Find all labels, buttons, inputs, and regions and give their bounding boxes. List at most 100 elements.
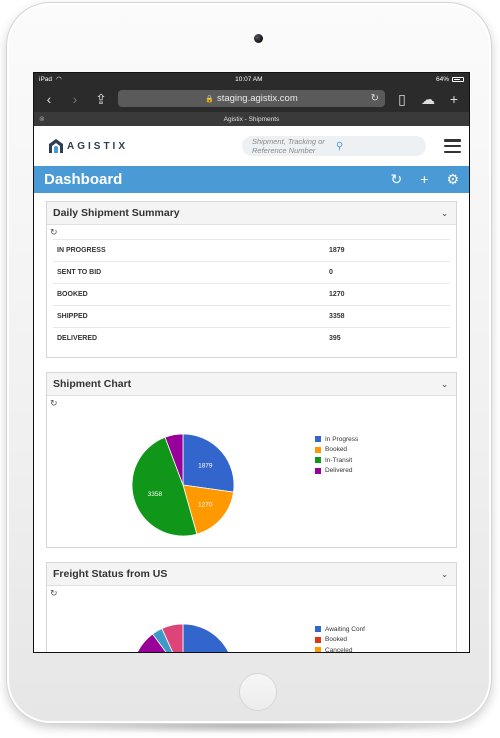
legend-swatch [315, 636, 321, 643]
row-value: 395 [329, 335, 341, 342]
search-input[interactable]: Shipment, Tracking or Reference Number ⚲ [242, 136, 426, 156]
pie-data-label: 1879 [198, 463, 213, 470]
legend-label: Awaiting Conf [325, 625, 365, 633]
panel-title: Daily Shipment Summary [53, 207, 180, 219]
legend-swatch [315, 647, 321, 652]
app-header: AGISTIX Shipment, Tracking or Reference … [34, 126, 469, 166]
panel-header[interactable]: Freight Status from US ⌄ [47, 563, 456, 586]
device-label: iPad [39, 75, 53, 83]
battery-percent: 64% [435, 75, 449, 83]
dashboard-content: Daily Shipment Summary ⌄ ↻ IN PROGRESS 18… [34, 193, 469, 653]
legend-item[interactable]: Booked [315, 635, 365, 646]
wifi-icon: ◠ [56, 76, 62, 83]
row-label: BOOKED [57, 291, 88, 298]
browser-tab[interactable]: ⊗ Agistix - Shipments [34, 112, 469, 126]
chevron-down-icon[interactable]: ⌄ [441, 379, 448, 389]
legend-swatch [315, 626, 321, 633]
legend-label: In-Transit [325, 456, 353, 464]
row-label: IN PROGRESS [57, 247, 106, 254]
legend-label: Booked [325, 446, 348, 454]
tablet-screen: iPad ◠ 10:07 AM 64% ‹ › ⇪ 🔒 staging.agis… [33, 72, 470, 653]
url-text: staging.agistix.com [216, 93, 298, 104]
panel-header[interactable]: Shipment Chart ⌄ [47, 373, 456, 396]
cloud-icon[interactable]: ☁ [421, 90, 435, 107]
camera-icon [254, 34, 263, 43]
ios-status-bar: iPad ◠ 10:07 AM 64% [34, 73, 469, 85]
pie-slice-in-transit[interactable] [131, 436, 198, 537]
tab-title: Agistix - Shipments [223, 115, 280, 123]
refresh-icon[interactable]: ↻ [50, 398, 58, 408]
lock-icon: 🔒 [205, 95, 214, 103]
table-row: DELIVERED 395 [53, 327, 450, 349]
pie-data-label: 3358 [148, 491, 163, 498]
row-label: SENT TO BID [57, 269, 102, 276]
page-title: Dashboard [44, 171, 123, 188]
panel-header[interactable]: Daily Shipment Summary ⌄ [47, 202, 456, 225]
safari-toolbar: ‹ › ⇪ 🔒 staging.agistix.com ↻ ▯ ☁ + [34, 85, 469, 112]
refresh-icon[interactable]: ↻ [390, 171, 403, 187]
pie-slice-booked[interactable] [182, 484, 234, 535]
forward-arrow-icon[interactable]: › [72, 90, 78, 107]
refresh-icon[interactable]: ↻ [50, 227, 58, 237]
freight-status-panel: Freight Status from US ⌄ ↻ 28421 Awaiting… [46, 562, 457, 653]
logo[interactable]: AGISTIX [48, 138, 128, 154]
row-label: DELIVERED [57, 335, 98, 342]
refresh-icon[interactable]: ↻ [50, 588, 58, 598]
close-tab-icon[interactable]: ⊗ [39, 116, 45, 123]
legend-swatch [315, 467, 321, 474]
search-placeholder: Shipment, Tracking or Reference Number [252, 137, 325, 155]
logo-text: AGISTIX [67, 140, 129, 152]
gear-icon[interactable]: ⚙ [446, 171, 459, 187]
legend-item[interactable]: Canceled [315, 645, 365, 653]
shipment-pie-chart: 1879 1270 3358 In Progress Booked In-Transit D… [47, 410, 456, 547]
menu-icon[interactable] [444, 139, 461, 153]
chevron-down-icon[interactable]: ⌄ [441, 569, 448, 579]
home-button[interactable] [239, 673, 277, 711]
pie-slice-sent-to-bid[interactable] [132, 633, 183, 653]
pie-slice-awaiting-conf[interactable] [182, 623, 234, 653]
row-label: SHIPPED [57, 313, 88, 320]
pie-slice-in-progress[interactable] [182, 433, 235, 493]
panel-title: Freight Status from US [53, 568, 168, 580]
legend-swatch [315, 436, 321, 443]
daily-summary-panel: Daily Shipment Summary ⌄ ↻ IN PROGRESS 18… [46, 201, 457, 358]
freight-pie-chart: 28421Awaiting ConfBookedCanceledNewSent … [47, 600, 456, 653]
logo-mark-icon [49, 139, 63, 153]
new-tab-icon[interactable]: + [449, 90, 459, 107]
pie-data-label: 1270 [198, 501, 213, 508]
legend-label: In Progress [325, 435, 359, 443]
pie-slice-extra[interactable] [161, 623, 184, 653]
legend-item[interactable]: Awaiting Conf [315, 624, 365, 635]
battery-icon [451, 76, 464, 82]
chart-legend: Awaiting ConfBookedCanceledNewSent to Bi… [315, 624, 365, 653]
add-icon[interactable]: + [420, 171, 429, 187]
table-row: IN PROGRESS 1879 [53, 239, 450, 261]
dashboard-bar: Dashboard ↻ + ⚙ [34, 166, 469, 193]
panel-title: Shipment Chart [53, 378, 132, 390]
legend-item[interactable]: In Progress [315, 434, 358, 445]
reload-icon[interactable]: ↻ [370, 93, 379, 104]
legend-swatch [315, 446, 321, 453]
legend-item[interactable]: Delivered [315, 466, 358, 477]
legend-swatch [315, 457, 321, 464]
row-value: 1270 [329, 291, 345, 298]
shipment-chart-panel: Shipment Chart ⌄ ↻ 1879 1270 3358 In Progre… [46, 372, 457, 548]
bookmarks-icon[interactable]: ▯ [398, 90, 406, 107]
legend-item[interactable]: In-Transit [315, 455, 358, 466]
back-arrow-icon[interactable]: ‹ [46, 90, 52, 107]
row-value: 3358 [329, 313, 345, 320]
legend-label: Booked [325, 636, 348, 644]
legend-label: Delivered [325, 467, 353, 475]
table-row: SHIPPED 3358 [53, 305, 450, 327]
share-icon[interactable]: ⇪ [95, 90, 107, 107]
pie-slice-delivered[interactable] [164, 433, 184, 486]
legend-label: Canceled [325, 646, 353, 653]
legend-item[interactable]: Booked [315, 445, 358, 456]
url-bar[interactable]: 🔒 staging.agistix.com ↻ [118, 90, 385, 107]
row-value: 1879 [329, 247, 345, 254]
pie-svg: 1879 1270 3358 [131, 433, 235, 537]
chevron-down-icon[interactable]: ⌄ [441, 208, 448, 218]
chart-legend: In Progress Booked In-Transit Delivered [315, 434, 358, 476]
search-icon[interactable]: ⚲ [336, 140, 344, 152]
summary-table: IN PROGRESS 1879 SENT TO BID 0 BOOKED 1270 SHI… [53, 239, 450, 349]
